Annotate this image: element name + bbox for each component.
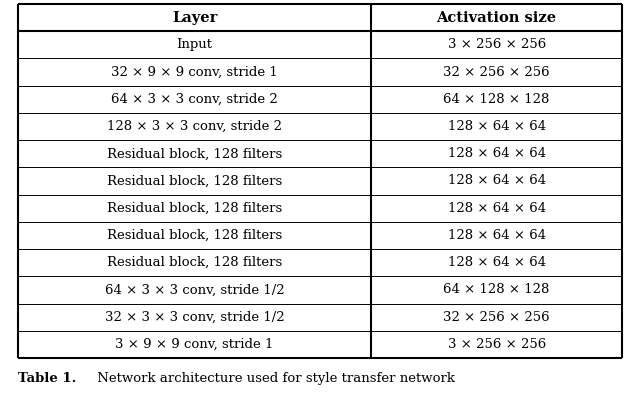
Text: 128 × 64 × 64: 128 × 64 × 64 [447, 147, 546, 160]
Text: 3 × 256 × 256: 3 × 256 × 256 [447, 38, 546, 51]
Text: 64 × 128 × 128: 64 × 128 × 128 [444, 284, 550, 297]
Text: 3 × 9 × 9 conv, stride 1: 3 × 9 × 9 conv, stride 1 [115, 338, 274, 351]
Text: Residual block, 128 filters: Residual block, 128 filters [107, 202, 282, 215]
Text: 32 × 256 × 256: 32 × 256 × 256 [444, 310, 550, 324]
Text: 128 × 64 × 64: 128 × 64 × 64 [447, 229, 546, 242]
Text: Layer: Layer [172, 11, 218, 24]
Text: 32 × 3 × 3 conv, stride 1/2: 32 × 3 × 3 conv, stride 1/2 [105, 310, 285, 324]
Text: Residual block, 128 filters: Residual block, 128 filters [107, 147, 282, 160]
Text: 128 × 64 × 64: 128 × 64 × 64 [447, 202, 546, 215]
Text: 128 × 64 × 64: 128 × 64 × 64 [447, 175, 546, 188]
Text: 128 × 64 × 64: 128 × 64 × 64 [447, 256, 546, 269]
Text: Residual block, 128 filters: Residual block, 128 filters [107, 175, 282, 188]
Text: Residual block, 128 filters: Residual block, 128 filters [107, 229, 282, 242]
Text: Input: Input [177, 38, 212, 51]
Text: 32 × 9 × 9 conv, stride 1: 32 × 9 × 9 conv, stride 1 [111, 66, 278, 79]
Text: Network architecture used for style transfer network: Network architecture used for style tran… [93, 372, 455, 385]
Text: Residual block, 128 filters: Residual block, 128 filters [107, 256, 282, 269]
Text: 64 × 3 × 3 conv, stride 1/2: 64 × 3 × 3 conv, stride 1/2 [105, 284, 285, 297]
Text: 128 × 3 × 3 conv, stride 2: 128 × 3 × 3 conv, stride 2 [107, 120, 282, 133]
Text: Table 1.: Table 1. [18, 372, 76, 385]
Text: Activation size: Activation size [436, 11, 557, 24]
Text: 64 × 128 × 128: 64 × 128 × 128 [444, 93, 550, 106]
Text: 128 × 64 × 64: 128 × 64 × 64 [447, 120, 546, 133]
Text: 32 × 256 × 256: 32 × 256 × 256 [444, 66, 550, 79]
Text: 3 × 256 × 256: 3 × 256 × 256 [447, 338, 546, 351]
Text: 64 × 3 × 3 conv, stride 2: 64 × 3 × 3 conv, stride 2 [111, 93, 278, 106]
